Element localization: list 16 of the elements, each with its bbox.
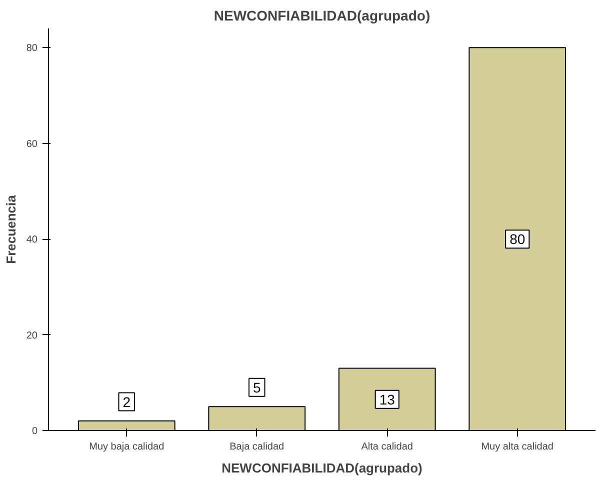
chart-title: NEWCONFIABILIDAD(agrupado) bbox=[214, 8, 430, 24]
x-tick-label: Muy baja calidad bbox=[89, 442, 164, 452]
x-tick-label: Muy alta calidad bbox=[481, 442, 554, 452]
data-label: 80 bbox=[510, 231, 526, 248]
x-tick-label: Alta calidad bbox=[361, 442, 413, 452]
data-label: 5 bbox=[252, 379, 261, 396]
y-tick-label: 20 bbox=[26, 330, 38, 342]
y-tick-label: 0 bbox=[32, 426, 38, 437]
x-tick-label: Baja calidad bbox=[230, 442, 284, 452]
y-tick-label: 80 bbox=[26, 43, 38, 54]
y-axis-title: Frecuencia bbox=[3, 194, 18, 264]
data-label: 2 bbox=[122, 394, 131, 410]
x-axis-title: NEWCONFIABILIDAD(agrupado) bbox=[222, 460, 422, 476]
data-label: 13 bbox=[379, 391, 396, 408]
y-tick-label: 40 bbox=[26, 234, 38, 246]
y-tick-label: 60 bbox=[26, 138, 38, 150]
